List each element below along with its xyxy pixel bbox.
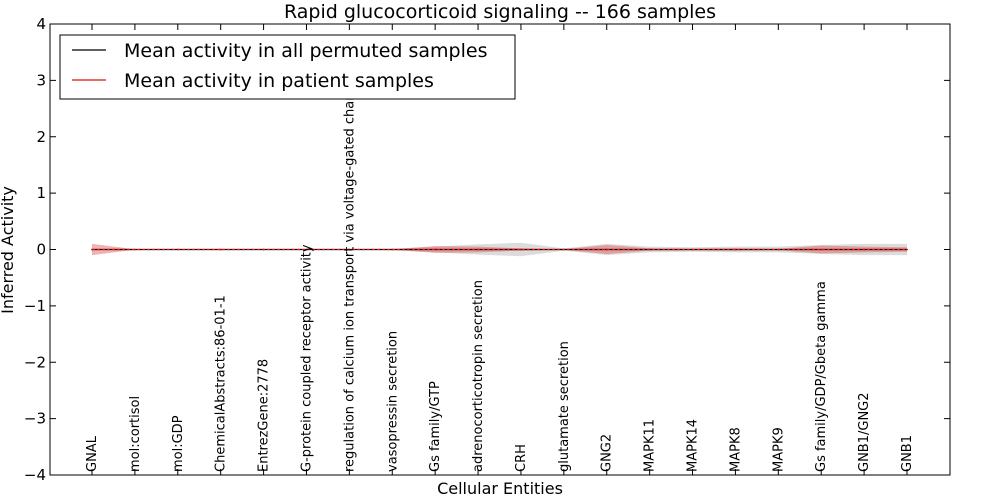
x-category-label: G-protein coupled receptor activity [299, 244, 314, 472]
x-category-label: mol:GDP [171, 415, 186, 472]
y-tick-label: −1 [24, 297, 46, 315]
x-category-label: ChemicalAbstracts:86-01-1 [214, 295, 229, 472]
series-1-point [219, 248, 222, 251]
x-category-label: MAPK8 [728, 427, 743, 472]
x-category-label: GNAL [85, 435, 100, 472]
legend-label-permuted: Mean activity in all permuted samples [124, 40, 487, 62]
y-tick-label: 3 [36, 71, 46, 89]
legend-label-patient: Mean activity in patient samples [124, 70, 434, 92]
x-category-label: GNG2 [600, 434, 615, 472]
x-category-label: regulation of calcium ion transport via … [342, 73, 357, 472]
legend: Mean activity in all permuted samples Me… [59, 34, 516, 100]
series-lines [91, 248, 908, 251]
y-tick-label: 2 [36, 128, 46, 146]
x-category-label: CRH [514, 444, 529, 472]
x-category-label: GNB1/GNG2 [857, 392, 872, 472]
series-1-point [91, 248, 93, 251]
y-tick-label: −3 [24, 410, 46, 428]
x-category-label: Gs family/GDP/Gbeta gamma [814, 281, 829, 472]
x-axis: GNAL mol:cortisol mol:GDP ChemicalAbstracts… [85, 24, 915, 475]
x-category-label: mol:cortisol [128, 396, 143, 472]
series-1-point [563, 248, 565, 251]
legend-box [59, 34, 516, 100]
y-axis: 4 3 2 1 0 −1 −2 −3 −4 [24, 15, 950, 484]
series-1-point [906, 248, 908, 251]
series-1-point [734, 248, 737, 251]
y-axis-title: Inferred Activity [0, 186, 17, 314]
series-1-point [477, 248, 479, 251]
y-tick-label: 0 [36, 241, 46, 259]
series-1-point [348, 248, 351, 251]
y-tick-label: 1 [36, 184, 46, 202]
series-1-point [134, 248, 136, 251]
series-1-point [648, 248, 651, 251]
series-1-point [777, 248, 780, 251]
x-category-label: GNB1 [900, 435, 915, 472]
y-tick-label: −2 [24, 353, 46, 371]
series-1-point [820, 248, 823, 251]
series-1-point [605, 248, 608, 251]
x-category-label: vasopressin secretion [385, 331, 400, 472]
chart-title: Rapid glucocorticoid signaling -- 166 sa… [284, 1, 716, 23]
x-category-label: EntrezGene:2778 [257, 359, 272, 472]
series-1-point [262, 248, 265, 251]
series-1-point [863, 248, 865, 251]
series-1-point [305, 248, 308, 251]
series-1-point [520, 248, 522, 251]
x-category-label: MAPK9 [771, 427, 786, 472]
x-category-label: glutamate secretion [557, 341, 572, 472]
x-axis-title: Cellular Entities [437, 479, 563, 498]
y-tick-label: −4 [24, 466, 46, 484]
x-category-label: Gs family/GTP [428, 381, 443, 472]
series-1-point [391, 248, 394, 251]
x-category-label: MAPK14 [686, 419, 701, 472]
series-1-point [434, 248, 436, 251]
y-tick-label: 4 [36, 15, 46, 33]
series-1-point [176, 248, 179, 251]
x-category-label: MAPK11 [643, 419, 658, 472]
series-1-point [691, 248, 694, 251]
x-category-label: adrenocorticotropin secretion [471, 280, 486, 472]
